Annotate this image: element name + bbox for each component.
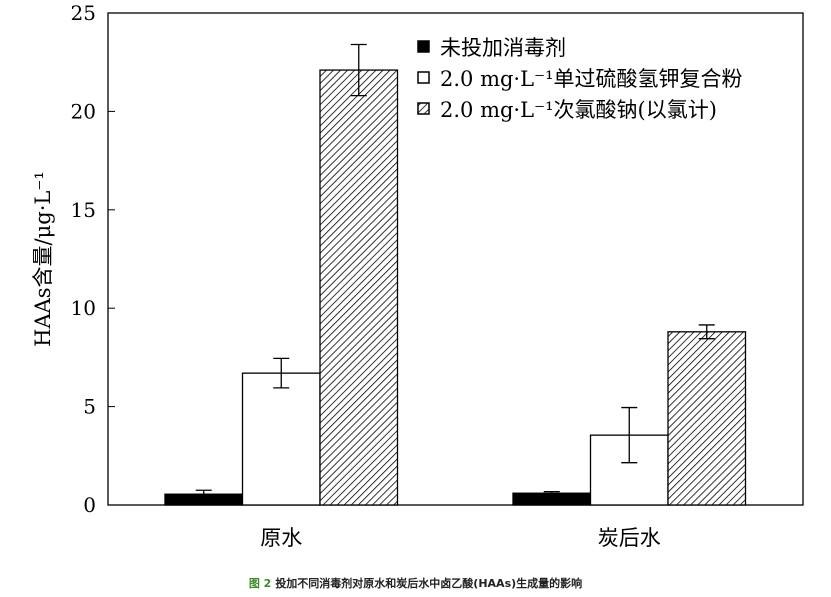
y-tick-label: 15 (71, 198, 96, 222)
bar (241, 372, 321, 506)
figure-number: 图 2 (248, 577, 272, 590)
y-tick-label: 0 (83, 493, 96, 517)
x-tick-label: 炭后水 (598, 526, 661, 550)
x-tick-label: 原水 (260, 526, 302, 550)
y-tick-label: 10 (71, 296, 96, 320)
y-tick-label: 5 (83, 395, 96, 419)
bar (667, 331, 747, 506)
y-axis-label: HAAs含量/μg·L⁻¹ (31, 171, 55, 347)
bar (589, 434, 669, 506)
caption-text: 投加不同消毒剂对原水和炭后水中卤乙酸(HAAs)生成量的影响 (275, 577, 583, 590)
legend-label: 2.0 mg·L⁻¹单过硫酸氢钾复合粉 (440, 67, 743, 91)
bar (319, 69, 399, 506)
legend-swatch (417, 71, 430, 84)
legend-swatch (417, 102, 430, 115)
y-tick-label: 25 (71, 1, 96, 25)
y-tick-label: 20 (71, 99, 96, 123)
legend-swatch (417, 40, 430, 53)
legend-label: 2.0 mg·L⁻¹次氯酸钠(以氯计) (440, 98, 717, 122)
plot-frame (107, 12, 804, 506)
figure-caption: 图 2 投加不同消毒剂对原水和炭后水中卤乙酸(HAAs)生成量的影响 (0, 575, 831, 591)
legend-label: 未投加消毒剂 (440, 36, 566, 60)
